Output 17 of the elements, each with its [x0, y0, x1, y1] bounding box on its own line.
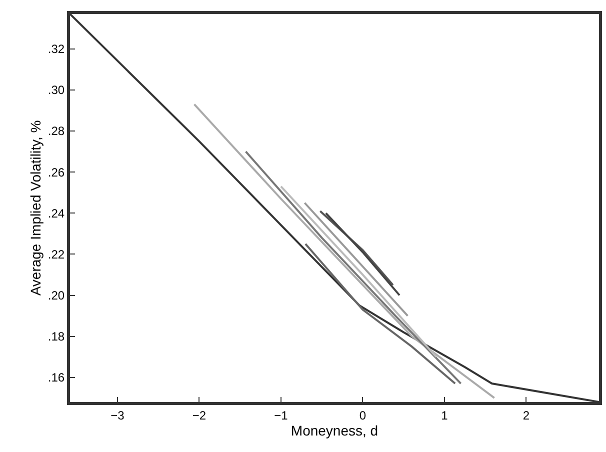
y-tick-label: .26	[48, 165, 65, 180]
y-tick-label: .20	[48, 288, 65, 302]
y-tick-label: .28	[48, 124, 65, 138]
x-tick-label: −2	[192, 408, 206, 422]
y-axis-title: Average Implied Volatility, %	[28, 120, 44, 296]
y-tick-label: .22	[48, 247, 65, 262]
y-tick-label: .30	[48, 83, 65, 98]
x-tick-label: 1	[441, 408, 448, 422]
y-tick-label: .24	[48, 206, 65, 220]
y-tick-label: .32	[48, 42, 65, 56]
x-tick-label: 2	[522, 408, 530, 422]
y-tick-label: .16	[48, 370, 65, 385]
y-tick-label: .18	[48, 330, 65, 344]
x-axis-title: Moneyness, d	[290, 422, 378, 438]
x-tick-label: −3	[110, 408, 125, 422]
x-tick-label: 0	[359, 408, 366, 422]
x-tick-label: −1	[274, 408, 288, 422]
